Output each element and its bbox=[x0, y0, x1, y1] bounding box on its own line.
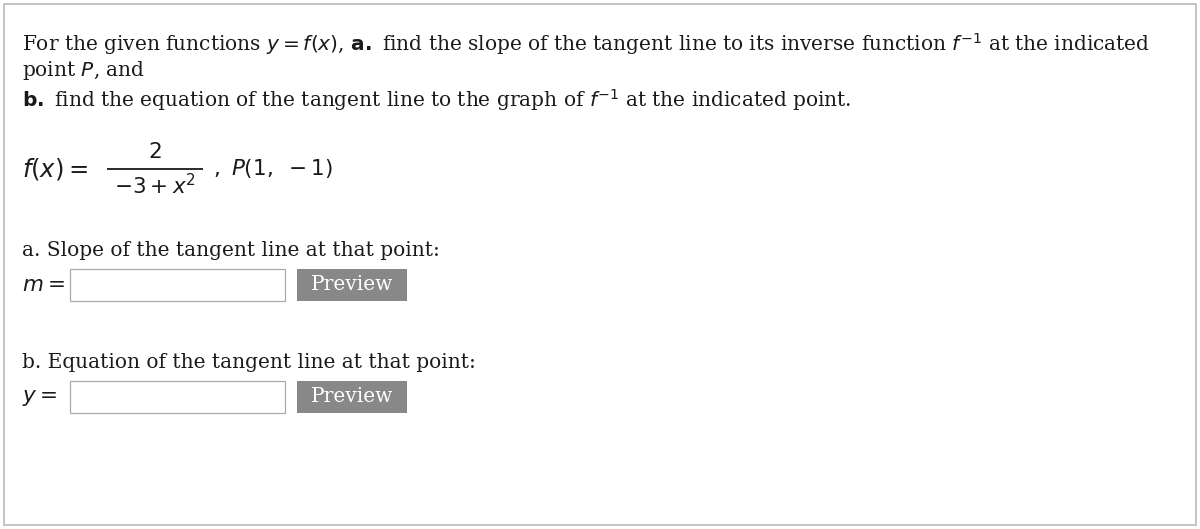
Text: a. Slope of the tangent line at that point:: a. Slope of the tangent line at that poi… bbox=[22, 241, 440, 260]
Text: $m =$: $m =$ bbox=[22, 274, 65, 296]
Text: b. Equation of the tangent line at that point:: b. Equation of the tangent line at that … bbox=[22, 353, 476, 372]
Text: $2$: $2$ bbox=[148, 141, 162, 163]
Text: Preview: Preview bbox=[311, 388, 394, 406]
Text: Preview: Preview bbox=[311, 276, 394, 295]
Text: $f(x) =$: $f(x) =$ bbox=[22, 156, 89, 182]
FancyBboxPatch shape bbox=[298, 269, 407, 301]
Text: $\mathbf{b.}$ find the equation of the tangent line to the graph of $f^{-1}$ at : $\mathbf{b.}$ find the equation of the t… bbox=[22, 87, 851, 113]
FancyBboxPatch shape bbox=[298, 381, 407, 413]
FancyBboxPatch shape bbox=[70, 381, 286, 413]
Text: For the given functions $y = f(x)$, $\mathbf{a.}$ find the slope of the tangent : For the given functions $y = f(x)$, $\ma… bbox=[22, 31, 1150, 57]
FancyBboxPatch shape bbox=[4, 4, 1196, 525]
Text: $,\ P(1,\ -1)$: $,\ P(1,\ -1)$ bbox=[214, 158, 332, 180]
Text: point $P$, and: point $P$, and bbox=[22, 59, 145, 82]
Text: $-3 + x^2$: $-3 + x^2$ bbox=[114, 175, 196, 199]
Text: $y =$: $y =$ bbox=[22, 386, 58, 408]
FancyBboxPatch shape bbox=[70, 269, 286, 301]
